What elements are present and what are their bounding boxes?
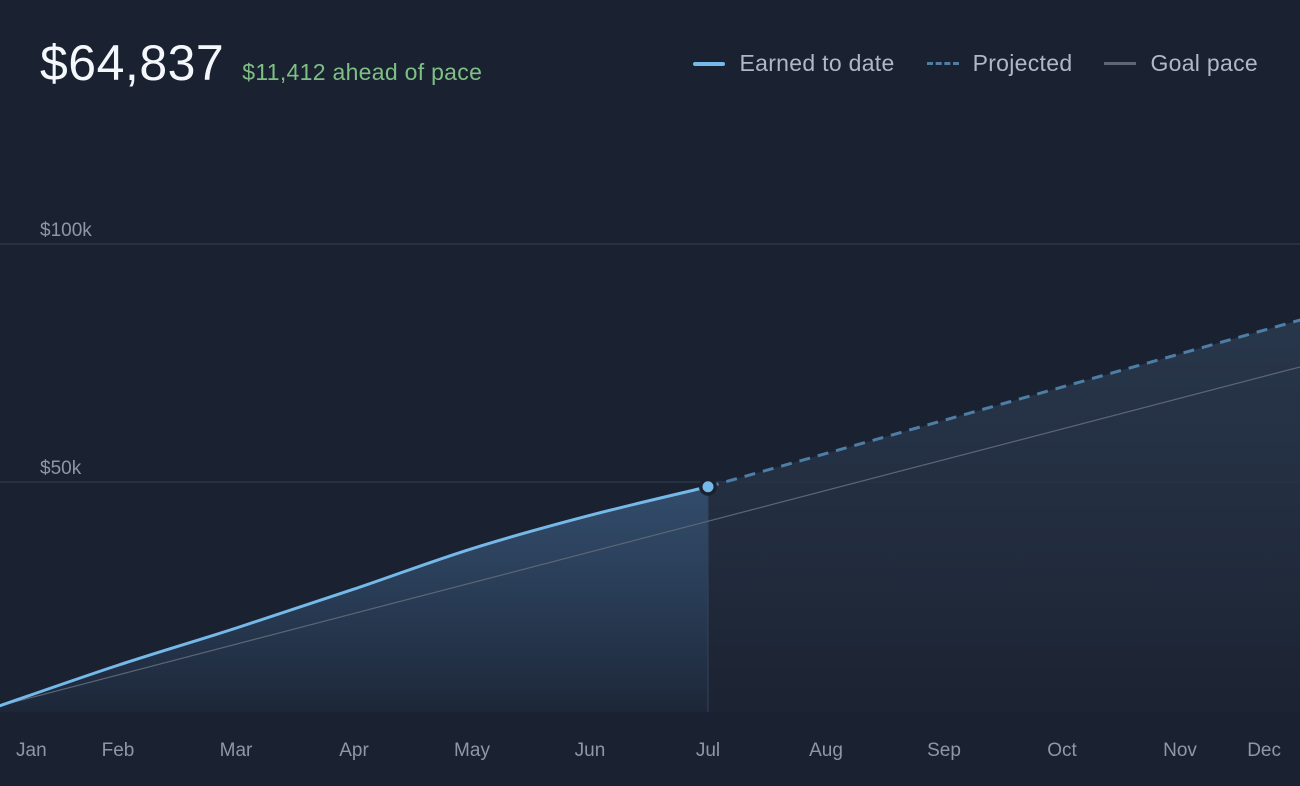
x-tick-label-jun: Jun	[575, 740, 606, 761]
projected-area	[708, 320, 1300, 712]
y-tick-label: $100k	[40, 220, 92, 241]
legend-swatch-projected	[926, 62, 959, 65]
x-tick-label-mar: Mar	[220, 740, 253, 761]
y-tick-label: $50k	[40, 458, 82, 479]
x-tick-label-may: May	[454, 740, 490, 761]
chart-legend: Earned to date Projected Goal pace	[693, 50, 1258, 77]
earned-area	[0, 486, 708, 712]
x-tick-label-aug: Aug	[809, 740, 843, 761]
legend-label-projected: Projected	[972, 50, 1073, 76]
projected-line	[707, 318, 1300, 489]
legend-item-earned[interactable]: Earned to date	[693, 50, 894, 77]
x-tick-label-jul: Jul	[696, 740, 720, 761]
x-tick-label-sep: Sep	[927, 740, 961, 761]
x-tick-label-oct: Oct	[1047, 740, 1077, 761]
x-tick-label-jan: Jan	[16, 740, 47, 761]
pace-delta-text: $11,412 ahead of pace	[242, 59, 483, 85]
legend-swatch-earned	[693, 61, 726, 66]
summary-header: $64,837 $11,412 ahead of pace	[40, 34, 482, 92]
current-point-marker	[701, 480, 715, 494]
legend-item-projected[interactable]: Projected	[926, 50, 1073, 77]
x-tick-label-feb: Feb	[102, 740, 135, 761]
x-tick-label-dec: Dec	[1247, 740, 1281, 761]
legend-swatch-goal	[1104, 62, 1137, 65]
goal-pace-line	[0, 366, 1300, 707]
legend-label-goal: Goal pace	[1150, 50, 1258, 76]
x-tick-label-nov: Nov	[1163, 740, 1197, 761]
total-earned-value: $64,837	[40, 35, 225, 91]
earned-line	[0, 485, 710, 708]
legend-item-goal[interactable]: Goal pace	[1104, 50, 1258, 77]
x-tick-label-apr: Apr	[339, 740, 369, 761]
legend-label-earned: Earned to date	[739, 50, 895, 76]
